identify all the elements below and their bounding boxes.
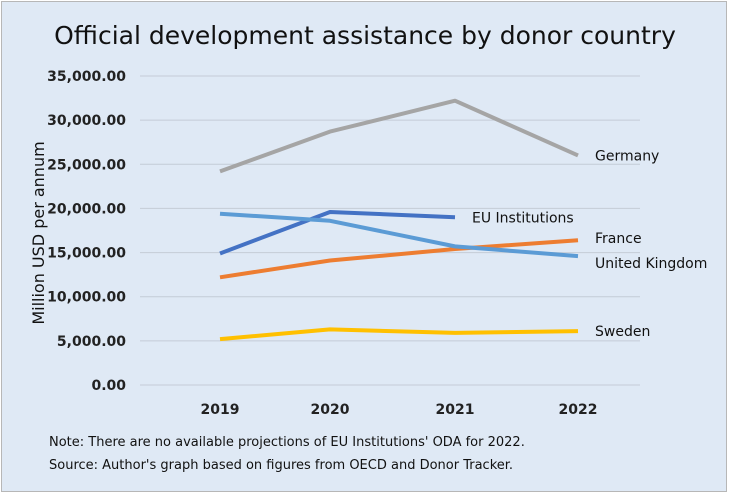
- series-label-france: France: [595, 231, 642, 247]
- y-tick-label: 10,000.00: [47, 290, 126, 306]
- y-axis-label: Million USD per annum: [29, 141, 48, 324]
- series-labels: Germany EU Institutions France United Kingd…: [472, 148, 707, 340]
- x-tick-label: 2022: [559, 402, 598, 418]
- series-label-germany: Germany: [595, 148, 659, 164]
- series-line-germany: [219, 98, 579, 174]
- y-tick-label: 20,000.00: [47, 201, 126, 217]
- source-text: Source: Author's graph based on figures …: [49, 458, 513, 473]
- series-line-france: [219, 238, 579, 280]
- gridlines: [140, 75, 640, 386]
- y-tick-label: 25,000.00: [47, 157, 126, 173]
- series-label-united-kingdom: United Kingdom: [595, 256, 707, 272]
- series-line-united-kingdom: [219, 211, 579, 259]
- series-label-eu-institutions: EU Institutions: [472, 210, 574, 226]
- chart-title: Official development assistance by donor…: [54, 21, 676, 50]
- x-tick-label: 2019: [201, 402, 240, 418]
- x-tick-label: 2021: [436, 402, 475, 418]
- note-text: Note: There are no available projections…: [49, 435, 525, 450]
- x-tick-labels: 2019 2020 2021 2022: [201, 402, 598, 418]
- y-tick-labels: 0.00 5,000.00 10,000.00 15,000.00 20,000.00 2…: [47, 69, 126, 394]
- series-line-sweden: [219, 327, 579, 342]
- y-tick-label: 5,000.00: [57, 334, 126, 350]
- y-tick-label: 0.00: [91, 378, 126, 394]
- x-tick-label: 2020: [311, 402, 350, 418]
- y-tick-label: 30,000.00: [47, 113, 126, 129]
- series-line-eu-institutions: [219, 209, 456, 256]
- series-lines: [219, 98, 579, 342]
- series-label-sweden: Sweden: [595, 324, 650, 340]
- y-tick-label: 35,000.00: [47, 69, 126, 85]
- y-tick-label: 15,000.00: [47, 246, 126, 262]
